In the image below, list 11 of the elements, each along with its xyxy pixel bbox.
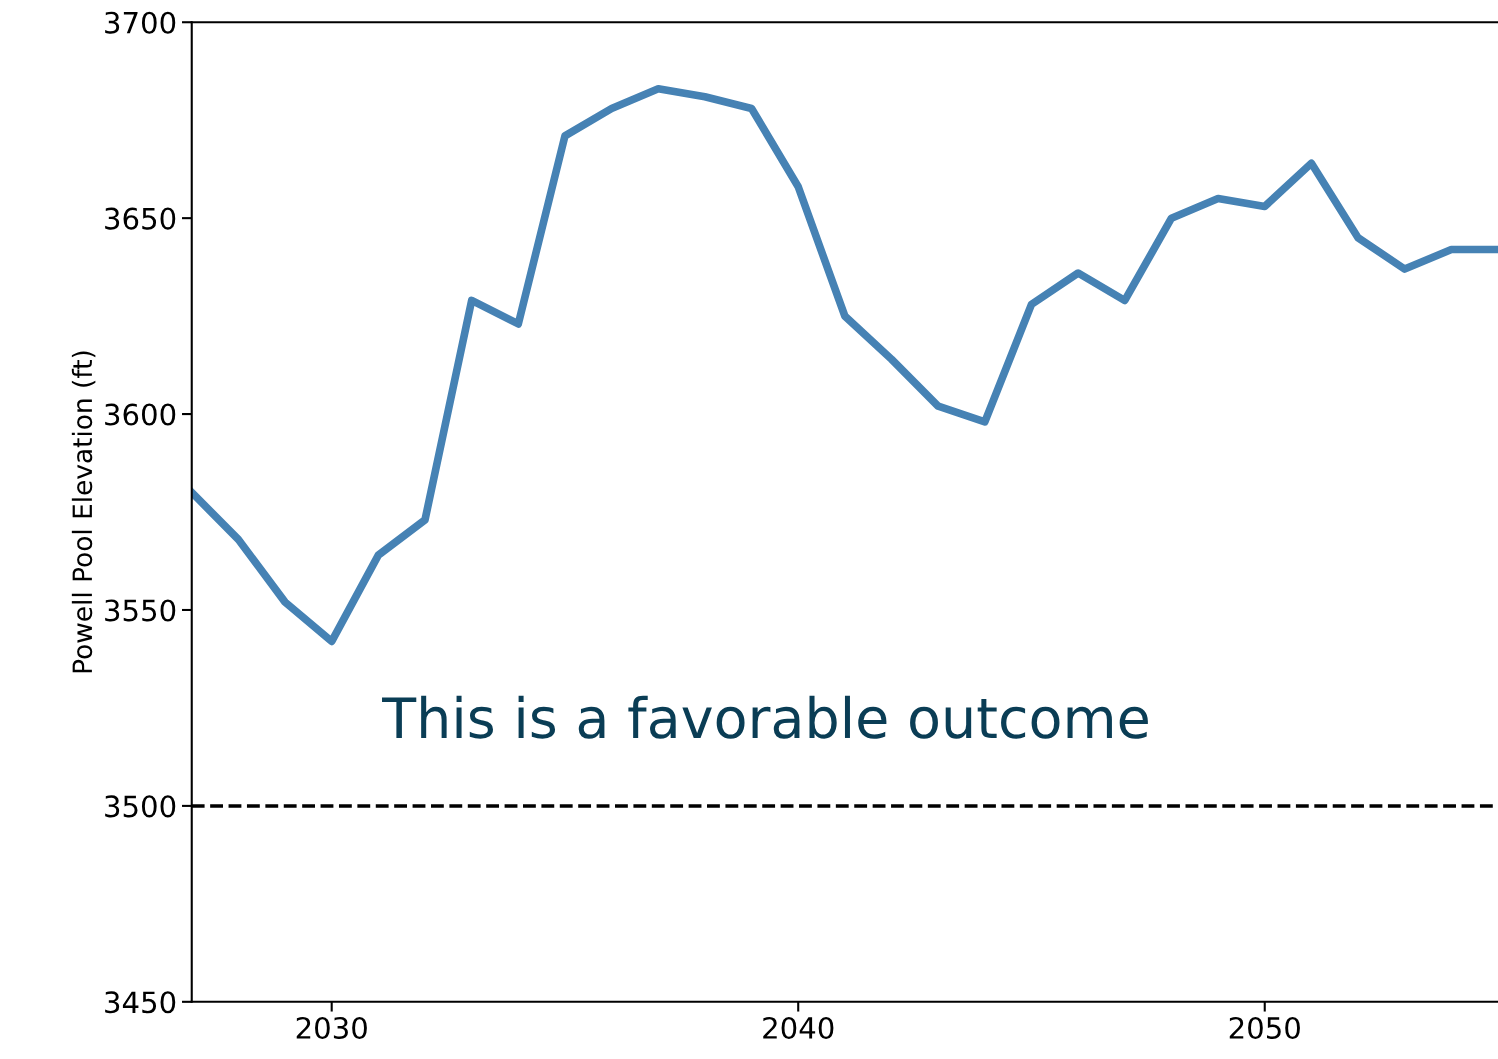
x-tick-label: 2030	[296, 1016, 367, 1039]
y-tick-label: 3600	[105, 403, 176, 426]
y-tick-label: 3550	[105, 599, 176, 622]
x-tick-label: 2050	[1229, 1016, 1300, 1039]
y-tick-label: 3650	[105, 207, 176, 230]
annotation: This is a favorable outcome	[382, 695, 1148, 739]
y-tick-label: 3450	[105, 991, 176, 1014]
x-tick-label: 2040	[763, 1016, 834, 1039]
y-axis-title: Powell Pool Elevation (ft)	[71, 351, 96, 673]
y-tick-label: 3500	[105, 795, 176, 818]
y-tick-label: 3700	[105, 11, 176, 34]
